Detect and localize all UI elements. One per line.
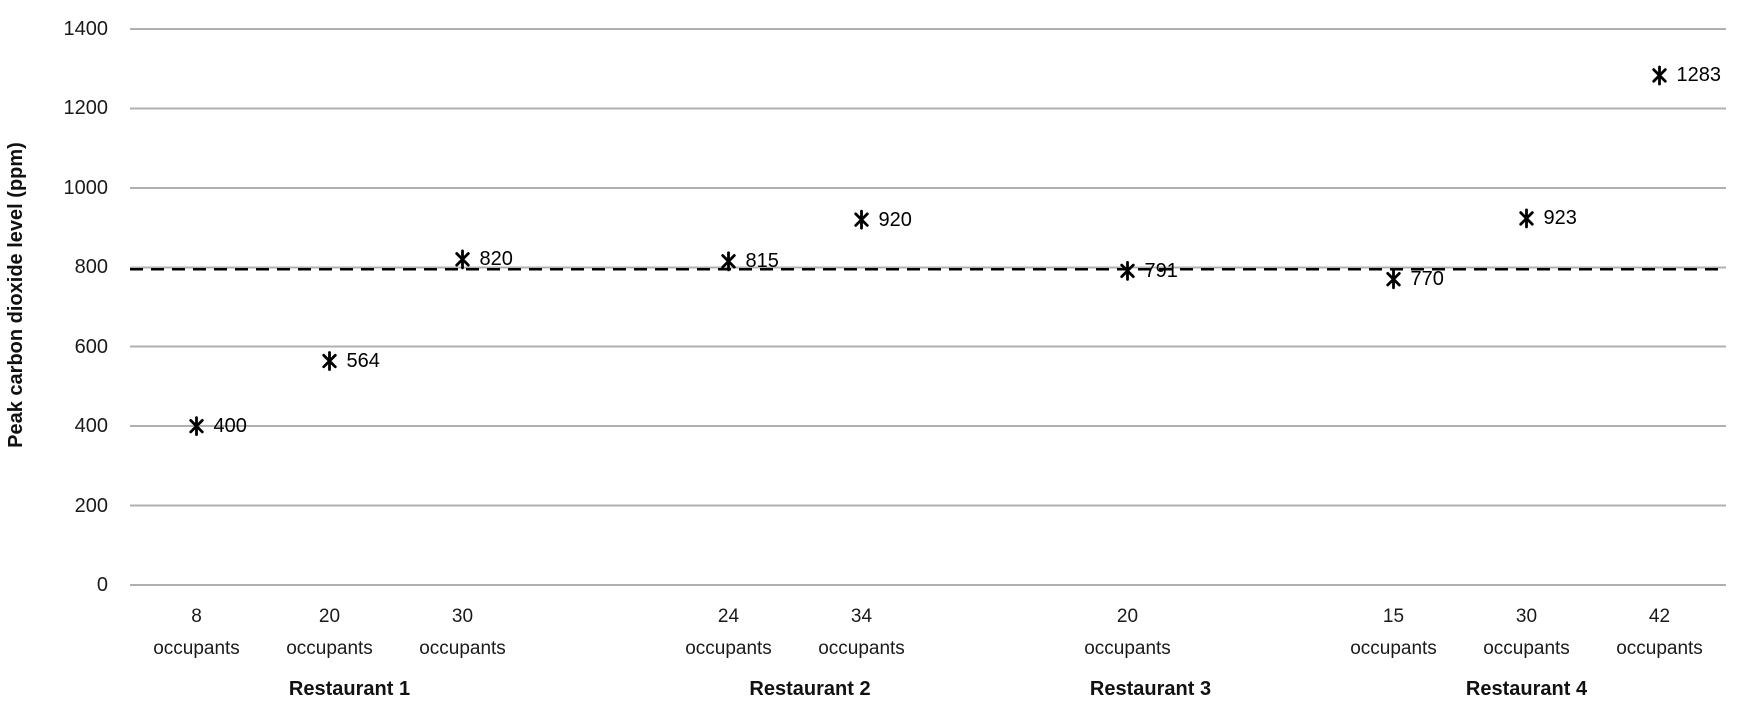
category-label: 30 occupants (1457, 601, 1597, 665)
data-point-label: 923 (1543, 207, 1577, 230)
category-occupant-count: 20 (1116, 606, 1139, 627)
category-occupant-word: occupants (818, 638, 905, 659)
category-occupant-count: 24 (717, 606, 740, 627)
marker-stroke (455, 252, 470, 267)
restaurant-group-label: Restaurant 4 (1465, 678, 1588, 700)
data-point-label: 400 (213, 415, 247, 438)
y-axis-tick-label: 1400 (63, 18, 109, 40)
y-axis-tick-label: 400 (74, 415, 108, 438)
data-point-label: 564 (346, 350, 380, 372)
category-label: 15 occupants (1324, 601, 1464, 665)
data-point-label: 815 (745, 250, 779, 273)
category-occupant-word: occupants (286, 638, 373, 659)
category-occupant-count: 42 (1648, 606, 1671, 627)
category-occupant-word: occupants (419, 638, 506, 659)
data-point-marker (455, 249, 470, 270)
marker-stroke (1519, 211, 1534, 226)
y-axis-tick-label: 0 (96, 574, 108, 596)
category-label: 34 occupants (792, 601, 932, 665)
category-occupant-word: occupants (1350, 638, 1437, 659)
category-occupant-word: occupants (685, 638, 772, 659)
category-occupant-count: 34 (850, 606, 873, 627)
restaurant-group-label: Restaurant 1 (288, 678, 411, 700)
marker-stroke (721, 254, 736, 269)
data-point-marker (721, 251, 736, 272)
category-label: 42 occupants (1590, 601, 1730, 665)
data-point-label: 770 (1410, 268, 1444, 291)
marker-stroke (189, 418, 204, 434)
category-label: 24 occupants (659, 601, 799, 665)
data-point-marker (854, 209, 869, 230)
category-occupant-word: occupants (1483, 638, 1570, 659)
category-label: 20 occupants (1058, 601, 1198, 665)
data-point-label: 920 (878, 208, 912, 231)
y-axis-tick-label: 200 (74, 494, 108, 517)
marker-stroke (854, 212, 869, 227)
restaurant-group-label: Restaurant 3 (1089, 678, 1212, 700)
category-label: 8 occupants (127, 601, 267, 665)
data-point-marker (1120, 260, 1135, 281)
marker-stroke (1120, 263, 1135, 279)
data-point-label: 1283 (1676, 64, 1722, 87)
marker-stroke (322, 353, 337, 369)
data-point-marker (1386, 269, 1401, 290)
marker-stroke (1652, 68, 1667, 83)
data-point-marker (1519, 208, 1534, 229)
category-occupant-count: 20 (318, 606, 341, 627)
data-point-marker (1652, 65, 1667, 86)
category-label: 20 occupants (260, 601, 400, 665)
category-occupant-count: 30 (1515, 606, 1538, 627)
y-axis-tick-label: 800 (74, 256, 108, 279)
y-axis-tick-label: 600 (74, 335, 108, 358)
category-occupant-word: occupants (1084, 638, 1171, 659)
category-occupant-word: occupants (153, 638, 240, 659)
restaurant-group-label: Restaurant 2 (749, 678, 871, 700)
category-occupant-count: 8 (191, 606, 202, 627)
data-point-marker (322, 351, 337, 371)
category-label: 30 occupants (393, 601, 533, 665)
category-occupant-count: 15 (1382, 606, 1405, 627)
marker-stroke (1386, 272, 1401, 287)
data-point-marker (189, 416, 204, 437)
category-occupant-word: occupants (1616, 638, 1703, 659)
y-axis-tick-label: 1000 (63, 176, 109, 199)
y-axis-tick-label: 1200 (63, 97, 109, 120)
data-point-label: 820 (479, 248, 513, 271)
category-occupant-count: 30 (451, 606, 474, 627)
data-point-label: 791 (1144, 259, 1178, 282)
